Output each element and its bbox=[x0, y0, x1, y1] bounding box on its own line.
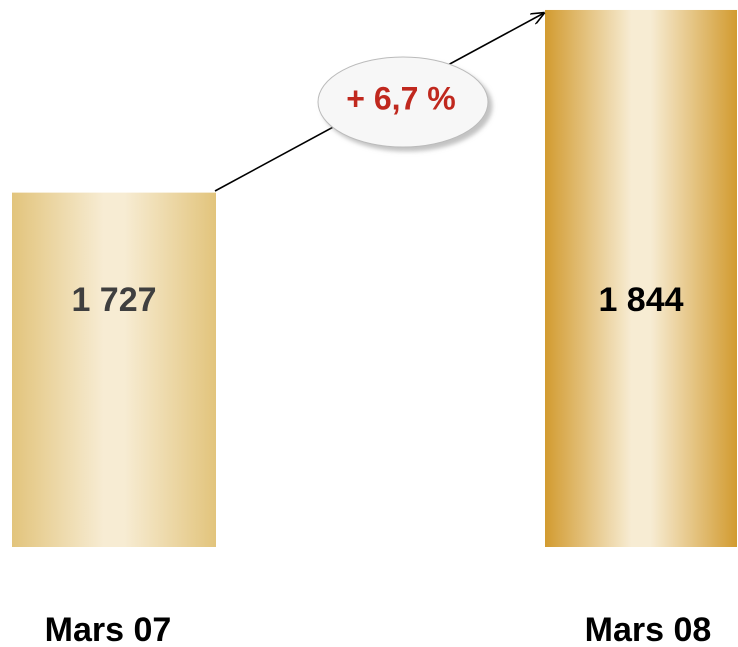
x-tick-label: Mars 08 bbox=[585, 611, 712, 647]
annotation-bubble bbox=[317, 56, 489, 148]
x-tick-label: Mars 07 bbox=[45, 611, 172, 647]
bar bbox=[545, 9, 737, 547]
bar bbox=[12, 192, 216, 547]
value-label: 1 727 bbox=[71, 281, 156, 319]
value-label: 1 844 bbox=[598, 281, 683, 319]
annotation: + 6,7 % bbox=[346, 80, 455, 116]
bars bbox=[12, 9, 737, 547]
